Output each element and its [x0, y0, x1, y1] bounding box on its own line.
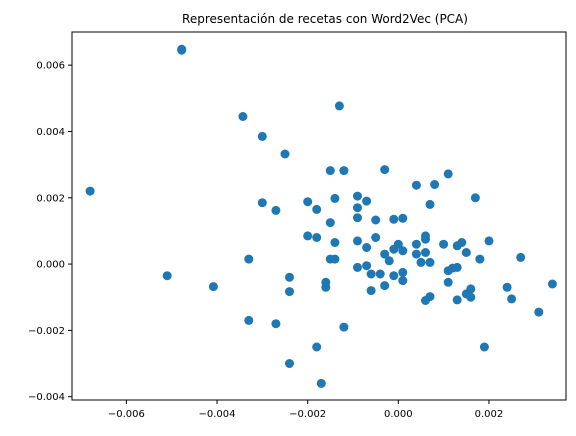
data-point [425, 257, 435, 267]
y-tick-label: 0.004 [36, 127, 65, 138]
data-point [321, 277, 331, 287]
data-point [257, 131, 267, 141]
data-point [316, 378, 326, 388]
data-point [330, 193, 340, 203]
data-point [461, 248, 471, 257]
data-point [389, 214, 399, 224]
data-point [244, 315, 254, 325]
data-point [534, 307, 544, 317]
x-tick-label: −0.004 [199, 409, 236, 420]
data-point [177, 45, 187, 55]
data-point [303, 231, 313, 241]
data-point [398, 246, 408, 256]
data-point [362, 261, 372, 271]
data-point [353, 191, 362, 201]
data-point [384, 256, 394, 266]
data-point [452, 295, 462, 305]
data-point [380, 281, 390, 291]
data-point [353, 262, 362, 272]
data-point [380, 165, 390, 175]
axes-frame [71, 31, 567, 401]
data-point [280, 149, 290, 159]
data-point [475, 254, 485, 264]
data-point [353, 203, 362, 213]
data-point [325, 166, 335, 176]
data-point [339, 166, 349, 176]
data-point [443, 169, 453, 179]
data-point [502, 282, 512, 292]
data-point [312, 233, 322, 242]
data-point [366, 269, 376, 279]
data-point [325, 218, 335, 228]
data-point [312, 204, 322, 214]
x-tick-label: −0.002 [289, 409, 326, 420]
chart-title: Representación de recetas con Word2Vec (… [182, 12, 468, 26]
data-point [411, 239, 421, 249]
data-point [85, 186, 95, 196]
data-point [398, 213, 408, 223]
data-point [457, 238, 467, 247]
data-point [466, 292, 476, 302]
data-point [443, 277, 453, 287]
data-point [516, 252, 526, 262]
data-point [484, 236, 494, 246]
data-point [362, 196, 372, 206]
data-point [303, 197, 313, 207]
data-point [421, 248, 430, 257]
data-point [312, 342, 322, 352]
data-point [208, 282, 218, 292]
data-point [285, 272, 294, 282]
data-point [238, 112, 248, 121]
data-point [380, 249, 390, 259]
data-point [244, 254, 254, 264]
y-tick-label: −0.002 [28, 326, 65, 337]
data-point [366, 286, 376, 296]
data-point [271, 319, 281, 329]
data-point [398, 267, 408, 277]
x-axis-ticks: −0.006 −0.004 −0.002 0.000 0.002 [108, 400, 503, 420]
data-point [470, 193, 480, 203]
data-point [452, 262, 462, 272]
data-point [339, 322, 349, 332]
data-point [547, 279, 557, 289]
data-point [411, 180, 421, 190]
data-point [362, 243, 372, 252]
data-point [411, 249, 421, 259]
data-point [330, 254, 340, 264]
y-tick-label: 0.002 [36, 193, 65, 204]
data-point [285, 359, 294, 368]
data-point [466, 284, 476, 294]
data-point [375, 269, 385, 279]
data-point [353, 236, 362, 246]
y-axis-ticks: −0.004 −0.002 0.000 0.002 0.004 0.006 [28, 61, 72, 403]
data-point [285, 287, 294, 297]
data-point [479, 342, 489, 352]
data-point [398, 276, 408, 286]
y-tick-label: −0.004 [28, 392, 65, 403]
data-point [353, 213, 362, 223]
data-point [334, 101, 344, 111]
data-point [421, 234, 430, 244]
data-point [416, 257, 426, 267]
data-point [430, 180, 440, 189]
data-point [393, 239, 403, 249]
x-tick-label: 0.002 [475, 409, 504, 420]
x-tick-label: 0.000 [384, 409, 413, 420]
data-point [330, 238, 340, 247]
data-point [257, 198, 267, 208]
scatter-points [85, 44, 557, 388]
data-point [371, 233, 381, 242]
data-point [507, 294, 517, 304]
x-tick-label: −0.006 [108, 409, 145, 420]
data-point [425, 292, 435, 302]
data-point [389, 271, 399, 281]
y-tick-label: 0.000 [36, 260, 65, 271]
y-tick-label: 0.006 [36, 61, 65, 72]
data-point [162, 271, 172, 281]
data-point [371, 215, 381, 225]
data-point [425, 199, 435, 209]
data-point [439, 239, 449, 249]
data-point [271, 205, 281, 215]
